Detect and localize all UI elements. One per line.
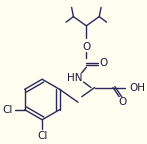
Text: HN: HN	[67, 73, 82, 83]
Text: OH: OH	[130, 83, 146, 93]
Text: Cl: Cl	[37, 131, 47, 141]
Text: O: O	[100, 58, 108, 68]
Text: O: O	[82, 42, 90, 52]
Text: O: O	[118, 97, 126, 107]
Text: Cl: Cl	[3, 105, 13, 115]
